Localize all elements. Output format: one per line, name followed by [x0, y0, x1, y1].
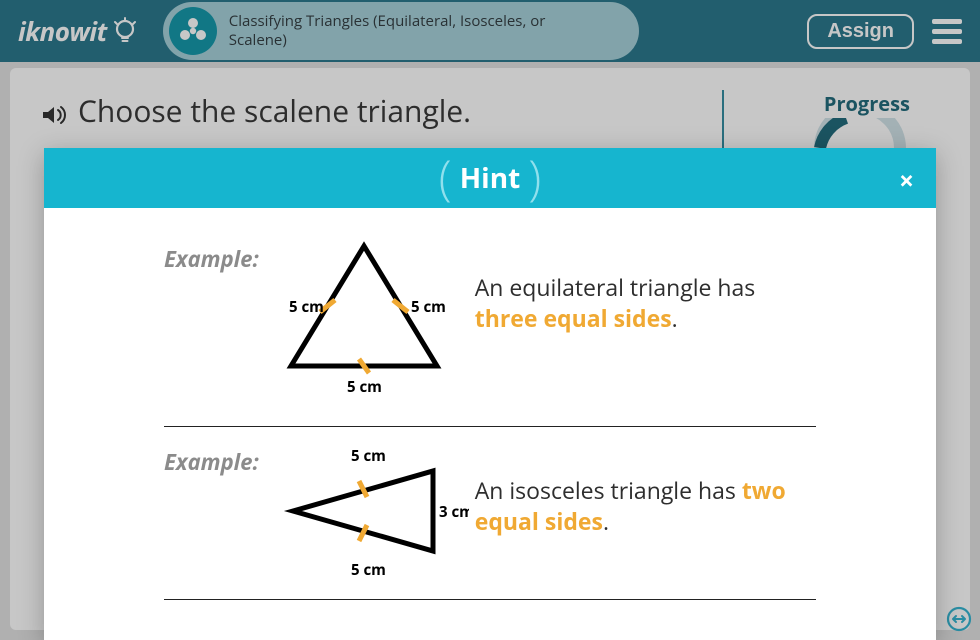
- lesson-pill[interactable]: Classifying Triangles (Equilateral, Isos…: [163, 2, 639, 60]
- example-equilateral: Example: 5 cm 5 cm 5 cm An equilateral t…: [164, 238, 816, 427]
- example-text-suffix: .: [672, 302, 678, 334]
- example-text-suffix: .: [603, 505, 609, 537]
- equilateral-triangle-diagram: 5 cm 5 cm 5 cm: [259, 238, 469, 408]
- close-icon[interactable]: ×: [899, 162, 914, 198]
- side-label-right: 3 cm: [439, 502, 469, 522]
- logo[interactable]: iknowit: [18, 13, 139, 49]
- hint-title: ( Hint ): [439, 159, 542, 197]
- resize-icon[interactable]: [944, 604, 974, 634]
- hint-title-text: Hint: [460, 159, 521, 197]
- question-text: Choose the scalene triangle.: [78, 90, 471, 131]
- example-isosceles: Example: 5 cm 3 cm 5 cm An isosceles tri…: [164, 441, 816, 600]
- lesson-category-icon: [169, 7, 217, 55]
- progress-label: Progress: [824, 90, 910, 117]
- side-label-bottom: 5 cm: [351, 560, 386, 580]
- hint-modal-body: Example: 5 cm 5 cm 5 cm An equilateral t…: [44, 208, 936, 600]
- lesson-title: Classifying Triangles (Equilateral, Isos…: [229, 12, 559, 50]
- logo-text: iknowit: [18, 13, 107, 49]
- example-text-prefix: An isosceles triangle has: [475, 474, 742, 506]
- example-text-prefix: An equilateral triangle has: [475, 271, 756, 303]
- example-label: Example:: [164, 447, 259, 477]
- speaker-icon[interactable]: [40, 97, 68, 125]
- side-label-right: 5 cm: [411, 297, 446, 317]
- isosceles-triangle-diagram: 5 cm 3 cm 5 cm: [259, 441, 469, 581]
- side-label-left: 5 cm: [289, 297, 324, 317]
- side-label-bottom: 5 cm: [347, 377, 382, 397]
- progress-ring: [812, 118, 908, 148]
- menu-icon[interactable]: [932, 14, 962, 49]
- example-text: An isosceles triangle has two equal side…: [475, 475, 816, 537]
- header-right: Assign: [807, 14, 962, 49]
- header-bar: iknowit Classifying Triangles (Equilater…: [0, 0, 980, 62]
- question-row: Choose the scalene triangle.: [40, 90, 940, 131]
- hint-modal: ( Hint ) × Example: 5 cm 5 cm 5 cm An eq…: [44, 148, 936, 640]
- lightbulb-icon: [111, 17, 139, 45]
- example-text: An equilateral triangle has three equal …: [475, 272, 816, 334]
- example-text-highlight: three equal sides: [475, 302, 672, 334]
- hint-modal-header: ( Hint ) ×: [44, 148, 936, 208]
- example-label: Example:: [164, 244, 259, 274]
- assign-button[interactable]: Assign: [807, 14, 914, 49]
- side-label-top: 5 cm: [351, 446, 386, 466]
